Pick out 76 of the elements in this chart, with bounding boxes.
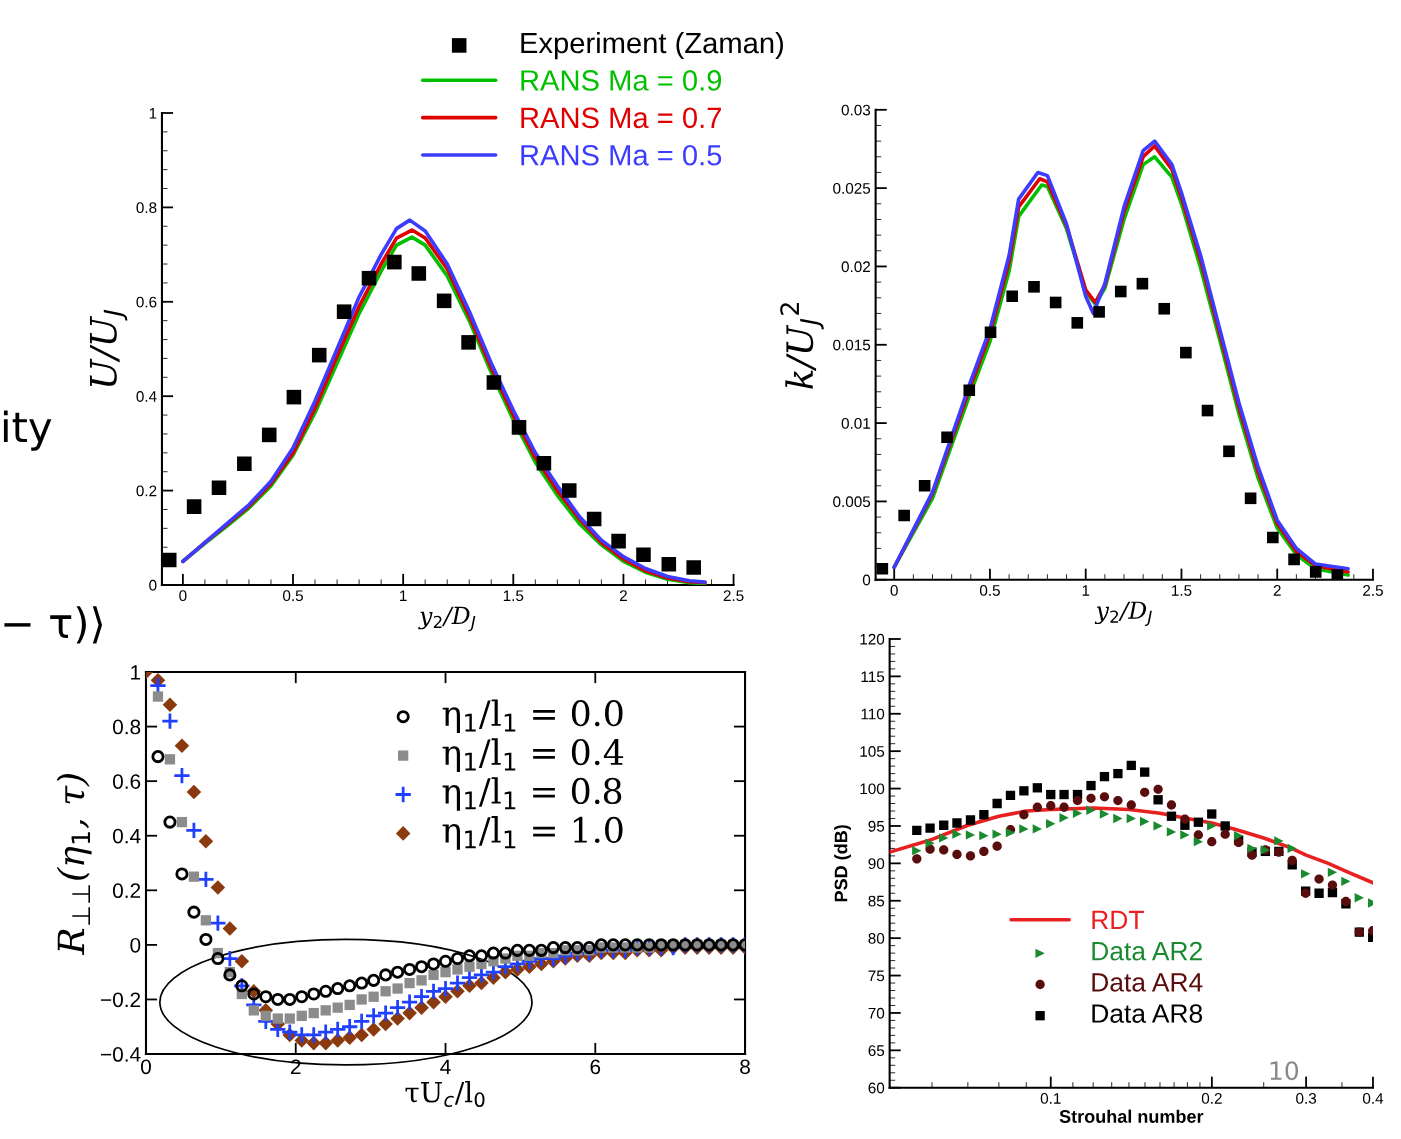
y-axis-title: k/U$_{J}$$^{2}$ bbox=[780, 303, 824, 389]
legend-label: η$_{1}$/l$_{1}$ = 0.8 bbox=[442, 777, 622, 811]
y-tick-label: −0.4 bbox=[101, 1047, 141, 1062]
x-tick-label: 2.5 bbox=[723, 590, 744, 602]
y-tick-label: 0 bbox=[130, 937, 141, 953]
y-tick-label: 80 bbox=[868, 933, 885, 944]
x-tick-label: 4 bbox=[440, 1059, 451, 1074]
y-tick-label: 0.015 bbox=[833, 339, 871, 351]
y-tick-label: 0.8 bbox=[136, 202, 157, 214]
y-tick-label: 110 bbox=[861, 708, 885, 720]
y-tick-label: 90 bbox=[868, 858, 885, 870]
y-tick-label: 0.4 bbox=[136, 391, 157, 402]
y-tick-label: 85 bbox=[868, 895, 885, 907]
text: ity bbox=[3, 410, 52, 451]
legend-label: η$_{1}$/l$_{1}$ = 1.0 bbox=[442, 816, 623, 850]
y-tick-label: 0.6 bbox=[136, 296, 157, 308]
y-tick-label: 0.005 bbox=[833, 496, 871, 508]
x-tick-label: 0.2 bbox=[1201, 1093, 1222, 1104]
y-axis-title: PSD (dB) bbox=[834, 825, 851, 902]
y-tick-label: 0.6 bbox=[112, 774, 141, 789]
y-tick-label: 0.025 bbox=[833, 182, 871, 194]
x-tick-label: 0.5 bbox=[979, 585, 1000, 596]
y-tick-label: 0.8 bbox=[112, 719, 141, 735]
y-tick-label: 75 bbox=[868, 970, 885, 982]
y-tick-label: 1 bbox=[131, 665, 141, 680]
legend-label: Data AR8 bbox=[1092, 1004, 1203, 1023]
x-axis-title: Strouhal number bbox=[1059, 1109, 1204, 1123]
x-tick-label: 1 bbox=[1082, 585, 1090, 596]
y-tick-label: 0 bbox=[862, 574, 871, 586]
y-tick-label: 65 bbox=[868, 1045, 885, 1057]
x-tick-label: 1 bbox=[400, 590, 407, 601]
y-tick-label: 0.4 bbox=[112, 828, 141, 844]
legend-label: η$_{1}$/l$_{1}$ = 0.0 bbox=[442, 699, 623, 734]
legend-label: RANS Ma = 0.9 bbox=[521, 70, 722, 91]
x-tick-label: 0.1 bbox=[1040, 1093, 1061, 1104]
x-tick-label: 1.5 bbox=[1172, 585, 1192, 596]
x-axis-title: y$_{2}$/D$_{J}$ bbox=[1094, 601, 1152, 627]
y-tick-label: 95 bbox=[868, 820, 885, 832]
legend-label: Data AR2 bbox=[1092, 941, 1202, 961]
y-tick-label: 70 bbox=[868, 1007, 885, 1019]
y-axis-title: U/U$_{J}$ bbox=[89, 309, 128, 387]
x-tick-label: 2 bbox=[1273, 585, 1281, 596]
x-tick-label: 0 bbox=[890, 585, 898, 596]
x-tick-label: 0 bbox=[179, 590, 187, 602]
x-tick-label: 2.5 bbox=[1363, 585, 1383, 596]
y-tick-label: 105 bbox=[860, 746, 885, 757]
y-tick-label: 0.2 bbox=[112, 883, 141, 899]
y-tick-label: 0.01 bbox=[841, 417, 871, 429]
text: − τ)⟩ bbox=[4, 606, 103, 644]
x-tick-label: 1.5 bbox=[503, 590, 524, 602]
x-tick-label: 6 bbox=[590, 1059, 601, 1075]
y-tick-label: 60 bbox=[868, 1082, 885, 1094]
annotation: 10 bbox=[1270, 1061, 1299, 1081]
y-tick-label: 120 bbox=[860, 633, 885, 645]
y-axis-title: R$_{⊥⊥}$(η$_{1}$, τ) bbox=[56, 774, 92, 956]
legend-label: Data AR4 bbox=[1092, 973, 1203, 992]
y-tick-label: −0.2 bbox=[101, 992, 141, 1008]
x-axis-title: τU$_{c}$/l$_{0}$ bbox=[405, 1081, 485, 1108]
y-tick-label: 1 bbox=[149, 108, 157, 119]
x-tick-label: 2 bbox=[291, 1059, 301, 1074]
x-axis-title: y$_{2}$/D$_{J}$ bbox=[418, 606, 476, 632]
legend-label: RDT bbox=[1092, 910, 1144, 930]
legend-label: Experiment (Zaman) bbox=[521, 31, 783, 60]
y-tick-label: 0.03 bbox=[841, 104, 871, 116]
y-tick-label: 100 bbox=[860, 783, 885, 795]
y-tick-label: 115 bbox=[861, 671, 885, 683]
x-tick-label: 0.3 bbox=[1296, 1093, 1317, 1104]
y-tick-label: 0.2 bbox=[136, 485, 157, 497]
y-tick-label: 0.02 bbox=[841, 261, 870, 273]
x-tick-label: 8 bbox=[740, 1059, 750, 1075]
legend-label: RANS Ma = 0.5 bbox=[521, 144, 722, 166]
x-tick-label: 2 bbox=[619, 590, 627, 601]
x-tick-label: 0.4 bbox=[1362, 1093, 1384, 1104]
legend-label: η$_{1}$/l$_{1}$ = 0.4 bbox=[442, 738, 624, 772]
x-tick-label: 0.5 bbox=[283, 590, 303, 602]
legend-label: RANS Ma = 0.7 bbox=[521, 107, 721, 129]
